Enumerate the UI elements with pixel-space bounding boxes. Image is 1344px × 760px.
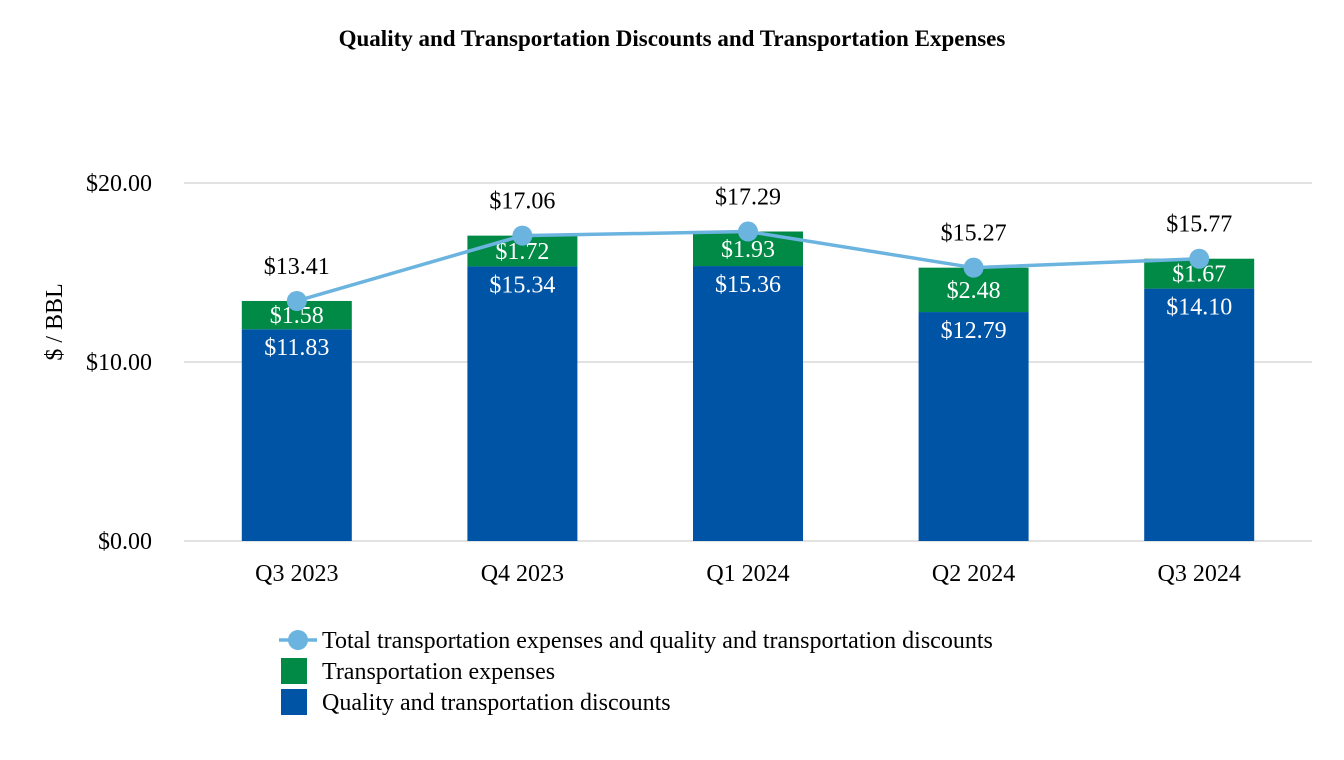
total-line-point (512, 225, 533, 246)
bar-value-label: $12.79 (941, 318, 1007, 344)
bar-segment (241, 329, 352, 541)
total-value-label: $15.77 (1166, 212, 1232, 238)
x-tick-label: Q2 2024 (932, 561, 1015, 587)
total-value-label: $17.29 (715, 185, 781, 211)
x-tick-label: Q3 2023 (255, 561, 338, 587)
bar-value-label: $11.83 (264, 335, 329, 361)
x-tick-label: Q4 2023 (481, 561, 564, 587)
total-value-label: $17.06 (489, 189, 555, 215)
bar-segment (693, 266, 803, 541)
bars: $11.83$1.58$15.34$1.72$15.36$1.93$12.79$… (241, 231, 1255, 541)
chart-title: Quality and Transportation Discounts and… (338, 26, 1006, 51)
legend: Total transportation expenses and qualit… (279, 628, 993, 716)
y-tick-label: $10.00 (86, 350, 152, 376)
bar-segment (467, 266, 578, 541)
legend-color-swatch (281, 658, 307, 684)
x-axis-ticks: Q3 2023 Q4 2023 Q1 2024 Q2 2024 Q3 2024 (255, 561, 1241, 587)
total-line-point (286, 290, 307, 311)
total-line-point (738, 221, 758, 242)
total-value-label: $13.41 (264, 254, 330, 280)
total-line-point (1189, 248, 1210, 269)
bar-segment (1144, 288, 1255, 541)
bar-segment (918, 312, 1029, 541)
total-value-label: $15.27 (941, 221, 1007, 247)
total-line: $13.41 $17.06 $17.29 $15.27 $15.77 (264, 185, 1232, 311)
bar-value-label: $14.10 (1166, 295, 1232, 321)
bar-value-label: $2.48 (947, 278, 1001, 304)
legend-label: Quality and transportation discounts (322, 690, 671, 716)
legend-label: Transportation expenses (322, 659, 555, 685)
x-tick-label: Q3 2024 (1158, 561, 1241, 587)
total-line-point (963, 257, 984, 278)
y-axis-ticks: $0.00 $10.00 $20.00 (86, 171, 152, 555)
legend-marker-swatch (288, 630, 308, 650)
x-tick-label: Q1 2024 (706, 561, 789, 587)
bar-value-label: $15.36 (715, 272, 781, 298)
y-tick-label: $20.00 (86, 171, 152, 197)
y-axis-label: $ / BBL (42, 283, 68, 360)
bar-value-label: $15.34 (489, 272, 555, 298)
legend-color-swatch (281, 689, 307, 715)
legend-label: Total transportation expenses and qualit… (322, 628, 993, 654)
y-tick-label: $0.00 (98, 529, 152, 555)
